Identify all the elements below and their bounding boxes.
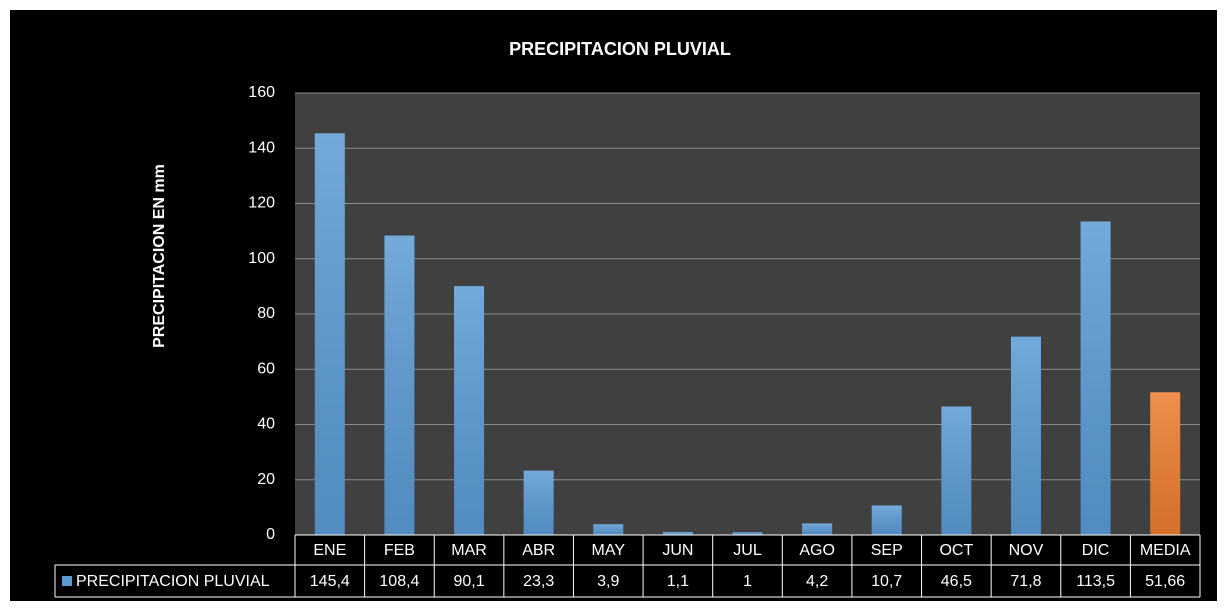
x-tick-label: JUL [733,542,762,559]
x-tick-label: MAR [451,542,487,559]
bar-shade [941,406,972,535]
bar-shade [871,505,902,535]
data-label: 51,66 [1145,573,1185,590]
bar-shade [593,524,624,535]
data-label: 71,8 [1010,573,1041,590]
data-label: 113,5 [1076,573,1115,590]
data-label: 108,4 [379,573,419,590]
bar-shade [802,523,833,535]
legend-label: PRECIPITACION PLUVIAL [76,573,270,590]
data-label: 46,5 [941,573,972,590]
data-label: 145,4 [310,573,350,590]
x-tick-label: DIC [1082,542,1110,559]
y-tick-label: 160 [248,84,275,101]
y-axis-label: PRECIPITACION EN mm [151,164,168,348]
bar-shade [1010,336,1041,535]
y-tick-label: 60 [257,360,275,377]
data-label: 4,2 [806,573,828,590]
data-label: 90,1 [453,573,484,590]
chart-title: PRECIPITACION PLUVIAL [509,39,731,59]
x-tick-label: JUN [662,542,693,559]
bar-shade [1150,392,1181,535]
x-tick-label: OCT [939,542,973,559]
x-tick-label: ENE [313,542,346,559]
bar-shade [1080,221,1111,536]
bar-shade [662,531,693,535]
x-tick-label: MAY [592,542,626,559]
x-tick-label: ABR [522,542,555,559]
data-label: 1,1 [667,573,689,590]
data-label: 23,3 [523,573,554,590]
bar-shade [314,133,345,535]
data-label: 1 [743,573,752,590]
bar-shade [384,235,415,536]
y-tick-label: 40 [257,416,275,433]
y-tick-label: 140 [248,139,275,156]
y-tick-label: 20 [257,471,275,488]
y-tick-label: 80 [257,305,275,322]
y-tick-label: 100 [248,250,275,267]
bar-shade [454,286,485,535]
data-label: 3,9 [597,573,619,590]
data-label: 10,7 [871,573,902,590]
x-tick-label: AGO [799,542,835,559]
legend-swatch [62,576,72,586]
bar-shade [523,470,554,535]
y-tick-label: 120 [248,195,275,212]
x-tick-label: NOV [1009,542,1044,559]
x-tick-label: FEB [384,542,415,559]
x-tick-label: SEP [871,542,903,559]
bar-shade [732,532,763,535]
y-tick-label: 0 [266,526,275,543]
x-tick-label: MEDIA [1140,542,1191,559]
